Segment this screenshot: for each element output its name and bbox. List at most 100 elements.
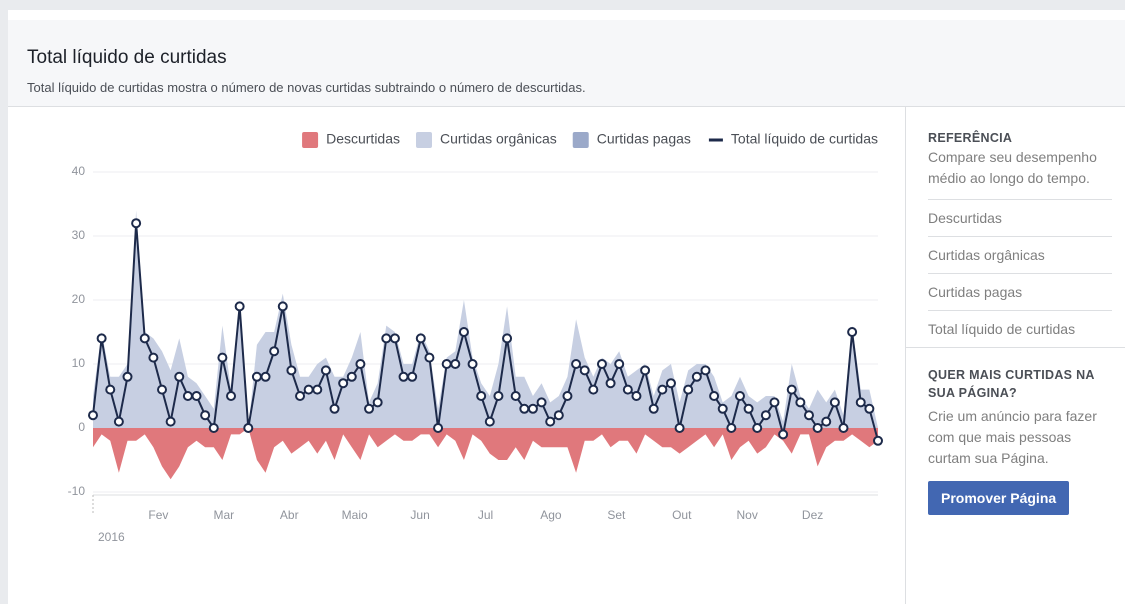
reference-item[interactable]: Curtidas orgânicas: [928, 236, 1112, 273]
point: [726, 423, 737, 433]
point: [260, 371, 271, 382]
point: [786, 384, 797, 395]
point: [717, 403, 728, 414]
legend-swatch: [708, 138, 723, 142]
point: [398, 371, 409, 382]
point: [596, 359, 607, 369]
point: [484, 416, 495, 427]
point: [234, 301, 245, 312]
legend-label: Curtidas orgânicas: [440, 131, 557, 147]
sidebar: REFERÊNCIA Compare seu desempenho médio …: [905, 107, 1125, 604]
area: [93, 428, 878, 480]
point: [709, 391, 720, 401]
reference: REFERÊNCIA Compare seu desempenho médio …: [906, 107, 1125, 347]
point: [182, 391, 193, 401]
point: [381, 333, 392, 344]
point: [243, 423, 254, 433]
x-tick-label: Fev: [148, 508, 168, 522]
point: [165, 416, 176, 427]
point: [113, 416, 124, 427]
point: [493, 391, 504, 401]
legend-swatch: [302, 132, 319, 148]
point: [191, 391, 202, 401]
point: [320, 365, 331, 376]
x-tick-label: Ago: [540, 508, 562, 522]
point: [467, 359, 478, 369]
point: [855, 397, 866, 408]
point: [873, 435, 883, 446]
reference-item[interactable]: Total líquido de curtidas: [928, 310, 1112, 347]
point: [208, 423, 219, 433]
year-label: 2016: [98, 530, 125, 544]
point: [355, 359, 366, 369]
point: [683, 384, 694, 395]
point: [312, 384, 323, 395]
point: [458, 327, 469, 337]
point: [760, 410, 771, 421]
point: [131, 218, 142, 229]
y-tick-label: 30: [72, 228, 86, 242]
point: [743, 403, 754, 414]
point: [640, 365, 651, 376]
point: [812, 423, 823, 433]
reference-text: Compare seu desempenho médio ao longo do…: [928, 149, 1097, 186]
promo: QUER MAIS CURTIDAS NA SUA PÁGINA? Crie u…: [906, 347, 1125, 515]
legend-label: Descurtidas: [326, 131, 400, 147]
legend-swatch: [416, 132, 432, 148]
card: Total líquido de curtidas Total líquido …: [8, 10, 1125, 604]
point: [795, 397, 806, 408]
point: [148, 352, 159, 363]
point: [829, 397, 840, 408]
point: [217, 352, 228, 363]
x-tick-label: Jun: [410, 508, 429, 522]
x-tick-label: Mar: [213, 508, 234, 522]
point: [734, 391, 745, 401]
point: [614, 359, 625, 369]
title: Total líquido de curtidas: [27, 47, 227, 68]
point: [476, 391, 487, 401]
reference-item[interactable]: Descurtidas: [928, 199, 1112, 236]
reference-item[interactable]: Curtidas pagas: [928, 273, 1112, 310]
legend-label: Curtidas pagas: [597, 131, 691, 147]
promo-text: Crie um anúncio para fazer com que mais …: [928, 408, 1097, 466]
reference-title: REFERÊNCIA: [928, 131, 1013, 145]
subtitle: Total líquido de curtidas mostra o númer…: [27, 80, 586, 95]
point: [424, 352, 435, 363]
point: [536, 397, 547, 408]
promote-button[interactable]: Promover Página: [928, 481, 1070, 515]
point: [88, 410, 98, 421]
point: [527, 403, 538, 414]
point: [122, 371, 133, 382]
point: [778, 429, 789, 440]
x-tick-label: Jul: [478, 508, 493, 522]
x-tick-label: Out: [672, 508, 692, 522]
point: [562, 391, 573, 401]
header: Total líquido de curtidas Total líquido …: [8, 20, 1125, 107]
point: [545, 416, 556, 427]
point: [519, 403, 530, 414]
x-tick-label: Dez: [802, 508, 823, 522]
point: [579, 365, 590, 376]
point: [752, 423, 763, 433]
point: [329, 403, 340, 414]
point: [226, 391, 237, 401]
point: [769, 397, 780, 408]
point: [821, 416, 832, 427]
point: [648, 403, 659, 414]
point: [174, 371, 185, 382]
point: [96, 333, 107, 344]
y-tick-label: 40: [72, 164, 86, 178]
point: [364, 403, 375, 414]
legend: Total líquido de curtidas Curtidas pagas C…: [302, 131, 878, 148]
legend-label: Total líquido de curtidas: [731, 131, 878, 147]
point: [838, 423, 849, 433]
point: [691, 371, 702, 382]
point: [269, 346, 280, 357]
legend-swatch: [572, 132, 589, 148]
point: [303, 384, 314, 395]
point: [433, 423, 444, 433]
chart: -10 0 10 20 30 40 Fev Mar Abr Maio Jun Jul Ago Set Out…: [68, 131, 883, 544]
x-tick-label: Nov: [736, 508, 757, 522]
point: [665, 378, 676, 389]
